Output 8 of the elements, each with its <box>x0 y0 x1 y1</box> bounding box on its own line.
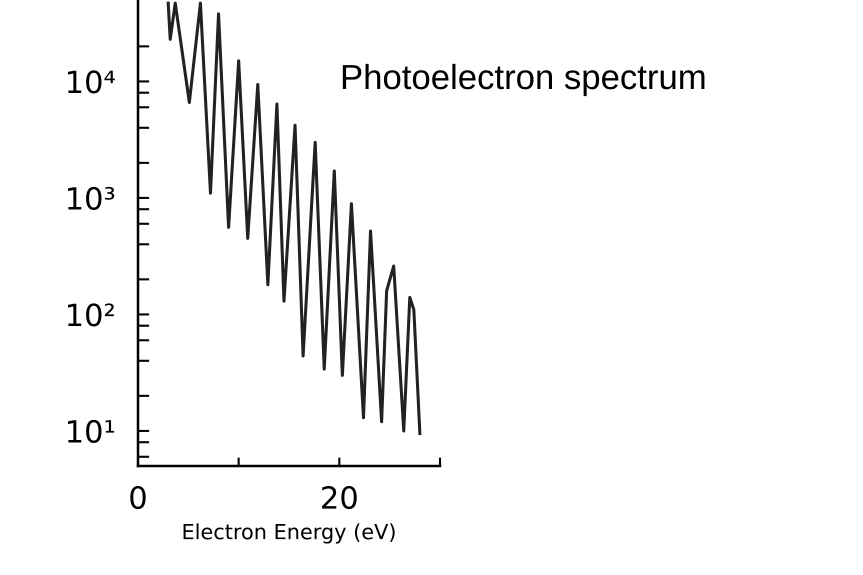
x-tick-label: 0 <box>130 486 146 510</box>
y-tick-label: 10¹ <box>68 420 114 443</box>
y-tick-label: 10² <box>68 303 114 326</box>
x-axis-title: Electron Energy (eV) <box>184 523 395 544</box>
text: Photoelectron spectrum <box>342 64 704 96</box>
x-tick-label: 20 <box>322 486 357 510</box>
y-tick-label: 10³ <box>68 186 114 210</box>
y-tick-label: 10⁴ <box>68 70 115 94</box>
